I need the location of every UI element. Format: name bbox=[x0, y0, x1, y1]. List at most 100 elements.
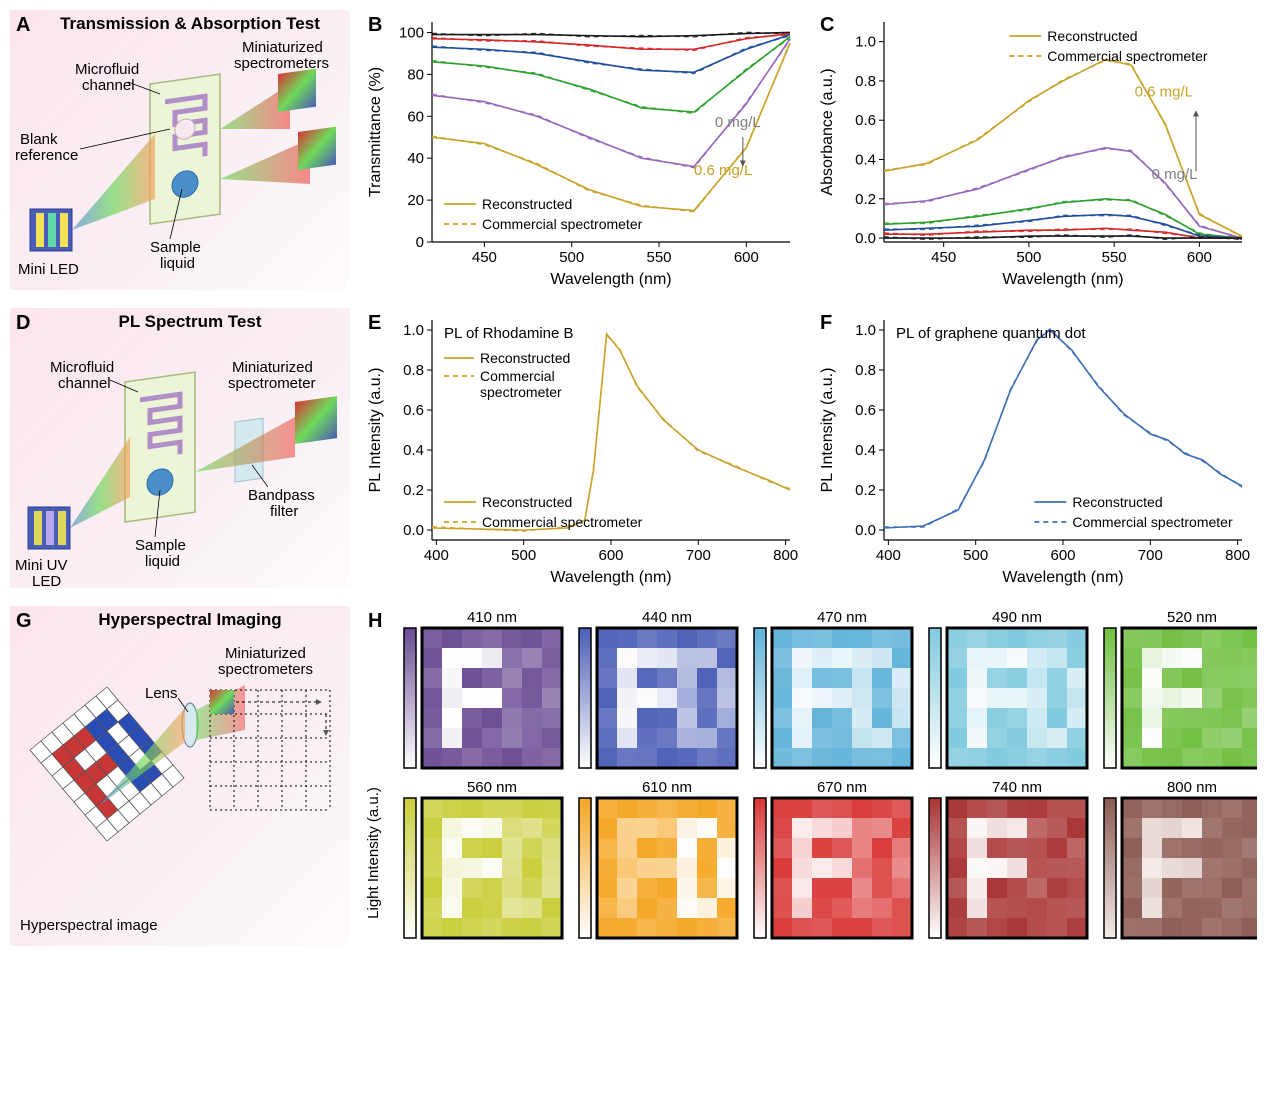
svg-text:spectrometer: spectrometer bbox=[480, 384, 562, 400]
svg-text:liquid: liquid bbox=[160, 255, 195, 272]
svg-text:Wavelength (nm): Wavelength (nm) bbox=[550, 569, 671, 586]
svg-text:Transmittance (%): Transmittance (%) bbox=[367, 67, 384, 197]
svg-text:Sample: Sample bbox=[135, 537, 186, 554]
svg-text:600: 600 bbox=[1187, 249, 1212, 266]
panel-H-label: H bbox=[368, 610, 382, 633]
panel-E: E 4005006007008000.00.20.40.60.81.0Wavel… bbox=[362, 308, 802, 588]
label-microfluid: Microfluid bbox=[75, 61, 139, 78]
svg-text:1.0: 1.0 bbox=[403, 322, 424, 339]
panel-F: F 4005006007008000.00.20.40.60.81.0Wavel… bbox=[814, 308, 1254, 588]
svg-text:800: 800 bbox=[773, 547, 798, 564]
panel-E-svg: 4005006007008000.00.20.40.60.81.0Wavelen… bbox=[362, 308, 802, 588]
panel-C: C 4505005506000.00.20.40.60.81.0Waveleng… bbox=[814, 10, 1254, 290]
svg-text:Light Intensity (a.u.): Light Intensity (a.u.) bbox=[365, 787, 382, 919]
svg-text:0.6: 0.6 bbox=[855, 402, 876, 419]
svg-text:0.0: 0.0 bbox=[855, 230, 876, 247]
svg-text:Commercial spectrometer: Commercial spectrometer bbox=[1047, 48, 1208, 64]
svg-text:Wavelength (nm): Wavelength (nm) bbox=[1002, 569, 1123, 586]
svg-text:410 nm: 410 nm bbox=[467, 609, 517, 626]
svg-text:Lens: Lens bbox=[145, 685, 178, 702]
svg-text:0.6 mg/L: 0.6 mg/L bbox=[1135, 84, 1193, 101]
svg-text:liquid: liquid bbox=[145, 553, 180, 570]
panel-C-svg: 4505005506000.00.20.40.60.81.0Wavelength… bbox=[814, 10, 1254, 290]
svg-text:470 nm: 470 nm bbox=[817, 609, 867, 626]
svg-text:0 mg/L: 0 mg/L bbox=[715, 114, 761, 131]
svg-text:740 nm: 740 nm bbox=[992, 779, 1042, 796]
panel-A-svg: Microfluid channel Miniaturized spectrom… bbox=[10, 34, 350, 289]
svg-text:Reconstructed: Reconstructed bbox=[482, 196, 572, 212]
svg-text:1.0: 1.0 bbox=[855, 322, 876, 339]
panel-F-label: F bbox=[820, 312, 832, 335]
svg-text:Commercial spectrometer: Commercial spectrometer bbox=[1072, 514, 1233, 530]
svg-text:Reconstructed: Reconstructed bbox=[480, 350, 570, 366]
svg-text:0: 0 bbox=[416, 234, 424, 251]
svg-text:450: 450 bbox=[931, 249, 956, 266]
svg-text:0.4: 0.4 bbox=[855, 442, 876, 459]
svg-text:610 nm: 610 nm bbox=[642, 779, 692, 796]
svg-text:PL Intensity (a.u.): PL Intensity (a.u.) bbox=[819, 368, 836, 493]
svg-text:800: 800 bbox=[1225, 547, 1250, 564]
panel-H: H Light Intensity (a.u.) 410 nm 440 nm 470 … bbox=[362, 606, 1257, 946]
svg-text:670 nm: 670 nm bbox=[817, 779, 867, 796]
svg-text:0.8: 0.8 bbox=[403, 362, 424, 379]
svg-text:500: 500 bbox=[511, 547, 536, 564]
panel-G-svg: Miniaturized spectrometers Lens Hyperspe… bbox=[10, 630, 350, 942]
svg-text:600: 600 bbox=[734, 249, 759, 266]
svg-text:channel: channel bbox=[58, 375, 111, 392]
svg-text:40: 40 bbox=[407, 150, 424, 167]
row-2: D PL Spectrum Test bbox=[10, 308, 1261, 588]
panel-E-label: E bbox=[368, 312, 381, 335]
svg-text:PL Intensity (a.u.): PL Intensity (a.u.) bbox=[367, 368, 384, 493]
svg-text:100: 100 bbox=[399, 24, 424, 41]
svg-text:0.4: 0.4 bbox=[855, 152, 876, 169]
svg-text:400: 400 bbox=[876, 547, 901, 564]
row-1: A Transmission & Absorption Test bbox=[10, 10, 1261, 290]
svg-text:Microfluid: Microfluid bbox=[50, 359, 114, 376]
svg-text:500: 500 bbox=[559, 249, 584, 266]
svg-text:550: 550 bbox=[1102, 249, 1127, 266]
panel-H-svg: Light Intensity (a.u.) 410 nm 440 nm 470 nm… bbox=[362, 606, 1257, 946]
panel-C-label: C bbox=[820, 14, 834, 37]
svg-text:channel: channel bbox=[82, 77, 135, 94]
svg-text:0.8: 0.8 bbox=[855, 73, 876, 90]
svg-text:440 nm: 440 nm bbox=[642, 609, 692, 626]
svg-text:Absorbance (a.u.): Absorbance (a.u.) bbox=[819, 68, 836, 195]
svg-text:reference: reference bbox=[15, 147, 78, 164]
svg-text:Blank: Blank bbox=[20, 131, 58, 148]
panel-B-svg: 450500550600020406080100Wavelength (nm)T… bbox=[362, 10, 802, 290]
panel-G: G Hyperspectral Imaging Miniaturized spe… bbox=[10, 606, 350, 946]
svg-text:0.8: 0.8 bbox=[855, 362, 876, 379]
panel-G-label: G bbox=[16, 610, 32, 633]
svg-text:Reconstructed: Reconstructed bbox=[482, 494, 572, 510]
panel-D-title: PL Spectrum Test bbox=[10, 308, 350, 332]
svg-text:filter: filter bbox=[270, 503, 298, 520]
svg-text:Wavelength (nm): Wavelength (nm) bbox=[1002, 271, 1123, 288]
svg-text:400: 400 bbox=[424, 547, 449, 564]
svg-text:Bandpass: Bandpass bbox=[248, 487, 315, 504]
svg-text:Mini UV: Mini UV bbox=[15, 557, 68, 574]
svg-text:0.6: 0.6 bbox=[403, 402, 424, 419]
svg-text:0.2: 0.2 bbox=[855, 482, 876, 499]
svg-text:Miniaturized: Miniaturized bbox=[232, 359, 313, 376]
svg-text:0.0: 0.0 bbox=[855, 522, 876, 539]
svg-text:Miniaturized: Miniaturized bbox=[225, 645, 306, 662]
svg-text:spectrometers: spectrometers bbox=[234, 55, 329, 72]
svg-text:0.6 mg/L: 0.6 mg/L bbox=[694, 162, 752, 179]
svg-text:PL of Rhodamine B: PL of Rhodamine B bbox=[444, 325, 574, 342]
svg-text:spectrometer: spectrometer bbox=[228, 375, 316, 392]
svg-text:0.4: 0.4 bbox=[403, 442, 424, 459]
svg-text:1.0: 1.0 bbox=[855, 34, 876, 51]
svg-text:490 nm: 490 nm bbox=[992, 609, 1042, 626]
svg-text:520 nm: 520 nm bbox=[1167, 609, 1217, 626]
svg-text:spectrometers: spectrometers bbox=[218, 661, 313, 678]
svg-text:450: 450 bbox=[472, 249, 497, 266]
svg-text:LED: LED bbox=[32, 573, 61, 587]
svg-text:Mini LED: Mini LED bbox=[18, 261, 79, 278]
svg-text:0 mg/L: 0 mg/L bbox=[1152, 166, 1198, 183]
svg-text:700: 700 bbox=[1138, 547, 1163, 564]
svg-text:600: 600 bbox=[598, 547, 623, 564]
panel-D-svg: Microfluid channel Miniaturized spectrom… bbox=[10, 332, 350, 587]
svg-text:500: 500 bbox=[963, 547, 988, 564]
panel-B-label: B bbox=[368, 14, 382, 37]
svg-text:Sample: Sample bbox=[150, 239, 201, 256]
